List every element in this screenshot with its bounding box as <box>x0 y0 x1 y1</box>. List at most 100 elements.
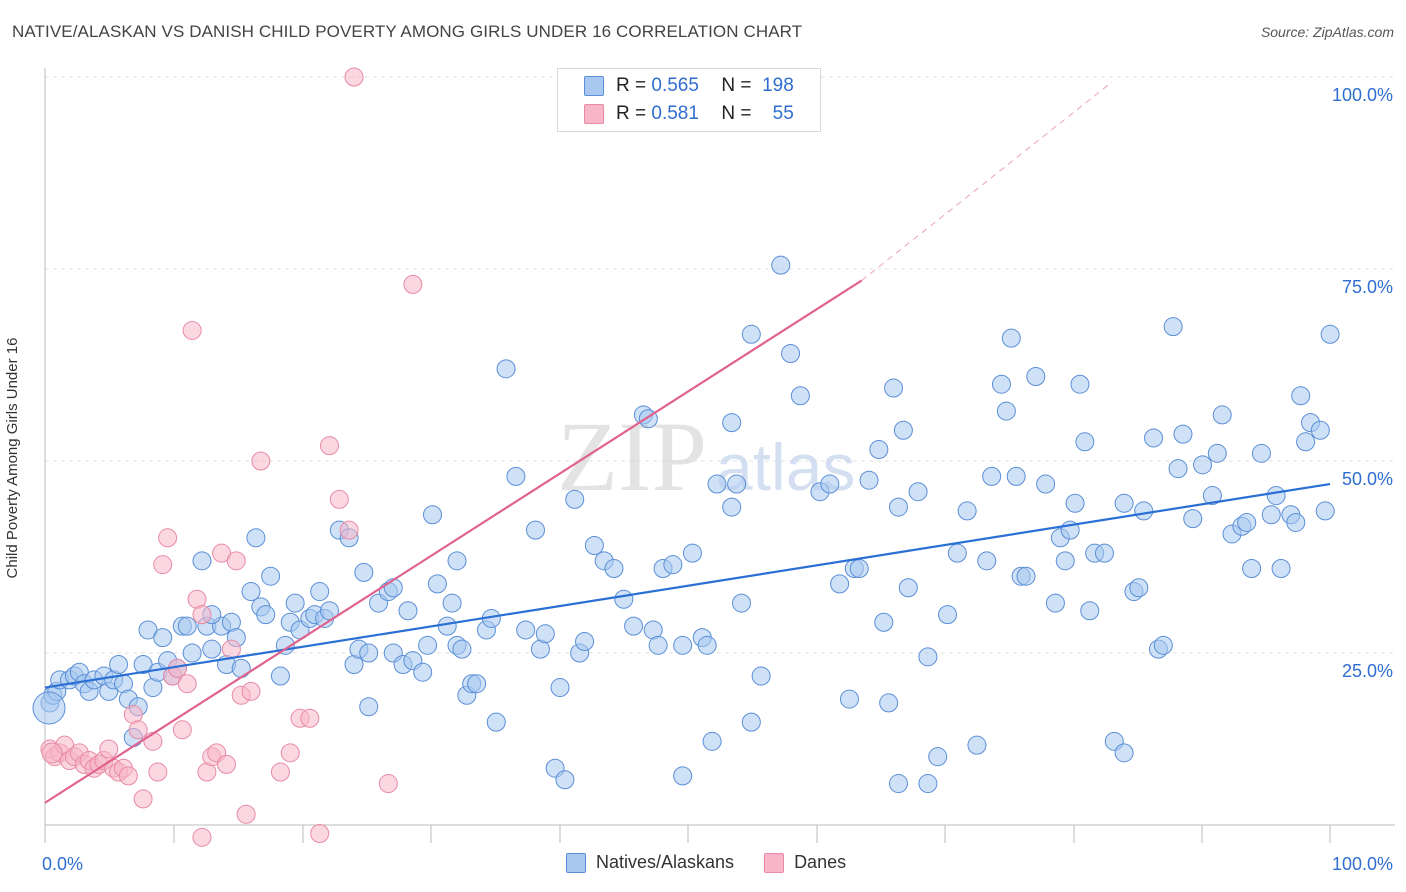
data-point <box>859 470 879 490</box>
data-point <box>888 774 908 794</box>
data-point <box>1006 466 1026 486</box>
data-point <box>614 589 634 609</box>
data-point <box>339 520 359 540</box>
data-point <box>1075 432 1095 452</box>
data-point <box>118 766 138 786</box>
legend-item-natives[interactable]: Natives/Alaskans <box>566 852 734 873</box>
data-point <box>908 482 928 502</box>
data-point <box>285 593 305 613</box>
data-point <box>624 616 644 636</box>
data-point <box>898 578 918 598</box>
trend-line-natives <box>44 482 1331 689</box>
data-point <box>158 528 178 548</box>
data-point <box>707 474 727 494</box>
data-point <box>1266 486 1286 506</box>
data-point <box>673 766 693 786</box>
data-point <box>133 655 153 675</box>
data-point <box>1320 324 1340 344</box>
data-point <box>1080 601 1100 621</box>
r-value: 0.565 <box>651 75 699 96</box>
data-point <box>310 823 330 843</box>
data-point <box>1237 512 1257 532</box>
data-point <box>938 605 958 625</box>
y-axis-label: Child Poverty Among Girls Under 16 <box>4 337 21 579</box>
data-point <box>957 501 977 521</box>
y-tick-label: 25.0% <box>1342 661 1393 681</box>
data-point <box>918 647 938 667</box>
legend-label: Danes <box>794 852 847 872</box>
data-point <box>839 689 859 709</box>
legend-label: Natives/Alaskans <box>596 852 735 872</box>
data-point <box>741 324 761 344</box>
data-point <box>270 666 290 686</box>
data-point <box>422 505 442 525</box>
y-tick-label: 75.0% <box>1342 277 1393 297</box>
data-point <box>359 697 379 717</box>
data-point <box>1202 486 1222 506</box>
data-point <box>893 420 913 440</box>
data-point <box>1251 443 1271 463</box>
data-point <box>1065 493 1085 513</box>
data-point <box>1036 474 1056 494</box>
data-point <box>1261 505 1281 525</box>
data-point <box>663 555 683 575</box>
data-point <box>1153 635 1173 655</box>
data-point <box>403 274 423 294</box>
data-point <box>1315 501 1335 521</box>
data-point <box>1163 317 1183 337</box>
legend-item-danes[interactable]: Danes <box>764 852 846 873</box>
data-point <box>1193 455 1213 475</box>
data-point <box>977 551 997 571</box>
data-point <box>1291 386 1311 406</box>
data-point <box>1094 543 1114 563</box>
data-point <box>918 774 938 794</box>
data-point <box>300 708 320 728</box>
legend-swatch-pink <box>764 852 785 873</box>
data-point <box>1055 551 1075 571</box>
data-point <box>947 543 967 563</box>
data-point <box>982 466 1002 486</box>
data-point <box>1183 509 1203 529</box>
data-point <box>673 635 693 655</box>
series-danes <box>40 67 423 847</box>
data-point <box>928 747 948 767</box>
data-point <box>452 639 472 659</box>
data-point <box>1271 559 1291 579</box>
data-point <box>1168 459 1188 479</box>
data-point <box>1173 424 1193 444</box>
data-point <box>555 770 575 790</box>
stats-row-danes: R = 0.581 N = 55 <box>584 102 794 126</box>
data-point <box>241 582 261 602</box>
data-point <box>212 543 232 563</box>
data-point <box>1134 501 1154 521</box>
data-point <box>1001 328 1021 348</box>
data-point <box>879 693 899 713</box>
r-value: 0.581 <box>651 103 699 124</box>
data-point <box>354 562 374 582</box>
data-point <box>526 520 545 540</box>
data-point <box>310 582 330 602</box>
data-point <box>1070 374 1090 394</box>
data-point <box>820 474 840 494</box>
data-point <box>467 674 487 694</box>
data-point <box>109 655 129 675</box>
data-point <box>398 601 418 621</box>
data-point <box>329 489 349 509</box>
data-point <box>99 739 119 759</box>
x-tick-label: 100.0% <box>1332 854 1393 874</box>
data-point <box>1212 405 1232 425</box>
data-point <box>256 605 276 625</box>
data-point <box>722 413 742 433</box>
data-point <box>575 631 595 651</box>
trend-lines <box>44 81 1331 804</box>
trend-line-danes <box>44 279 863 804</box>
data-point <box>751 666 771 686</box>
data-point <box>1114 493 1134 513</box>
data-point <box>153 628 173 648</box>
data-point <box>148 762 168 782</box>
data-point <box>192 605 212 625</box>
data-point <box>359 643 379 663</box>
data-point <box>486 712 506 732</box>
series-legend: Natives/Alaskans Danes <box>566 852 876 873</box>
data-point <box>192 551 212 571</box>
